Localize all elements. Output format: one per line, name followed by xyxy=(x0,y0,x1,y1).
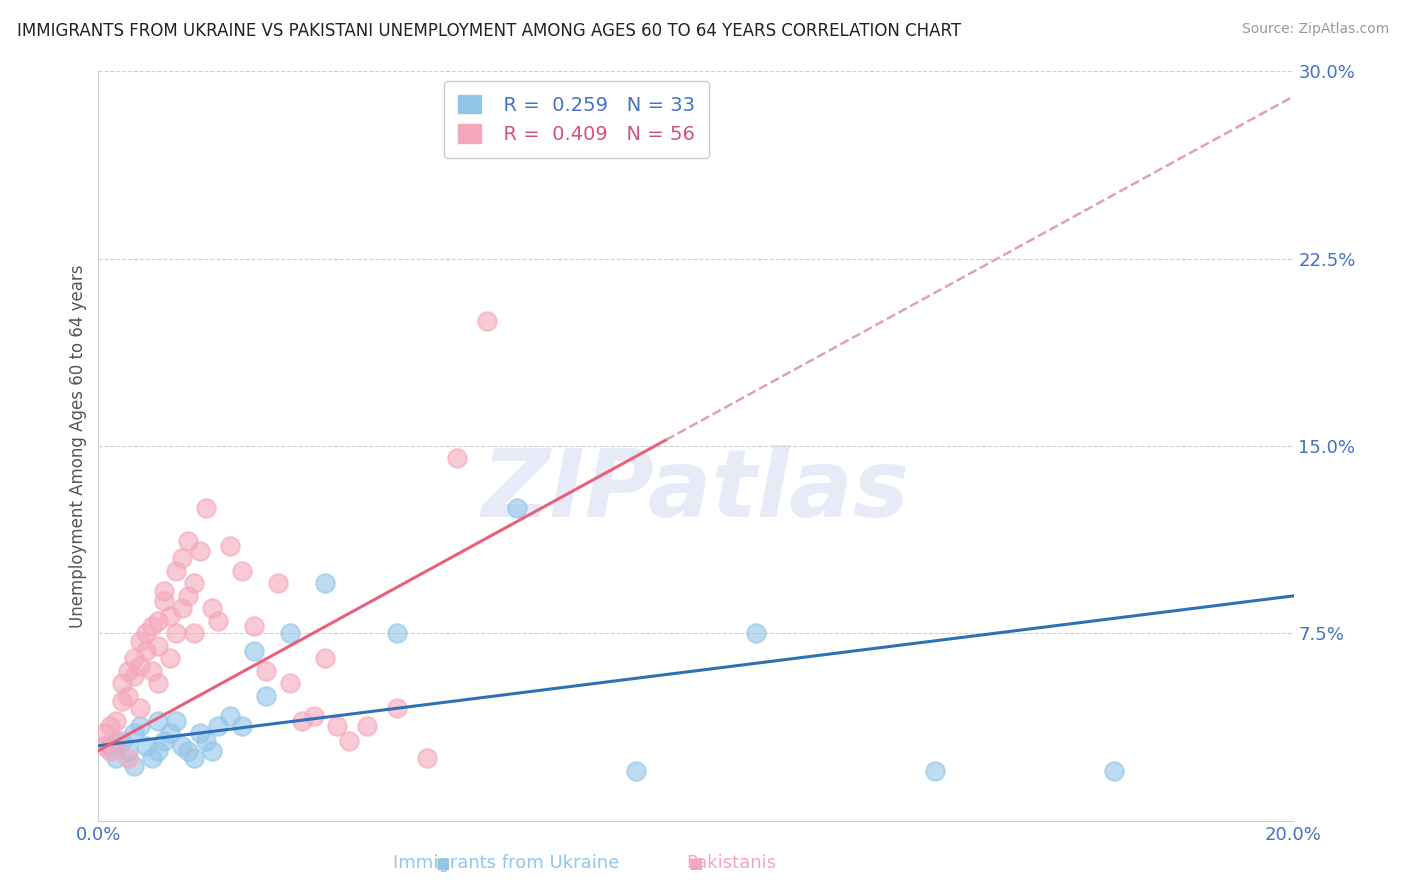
Point xyxy=(183,751,205,765)
Point xyxy=(141,664,163,678)
Point xyxy=(159,651,181,665)
Point xyxy=(172,739,194,753)
Point xyxy=(278,676,301,690)
Point xyxy=(183,626,205,640)
Text: ■: ■ xyxy=(436,856,450,871)
Point xyxy=(315,651,337,665)
Point xyxy=(385,626,409,640)
Point xyxy=(195,733,218,747)
Point xyxy=(339,733,361,747)
Point xyxy=(183,576,205,591)
Point xyxy=(141,751,163,765)
Point xyxy=(129,633,152,648)
Point xyxy=(105,714,128,728)
Point xyxy=(141,619,163,633)
Point xyxy=(177,589,200,603)
Point xyxy=(117,744,139,758)
Point xyxy=(626,764,648,778)
Point xyxy=(135,626,157,640)
Point xyxy=(129,701,152,715)
Text: ■: ■ xyxy=(689,856,703,871)
Text: ZIPatlas: ZIPatlas xyxy=(482,445,910,537)
Text: Immigrants from Ukraine: Immigrants from Ukraine xyxy=(392,855,620,872)
Point xyxy=(129,719,152,733)
Point xyxy=(416,751,439,765)
Point xyxy=(195,501,218,516)
Point xyxy=(446,451,468,466)
Point xyxy=(536,139,558,153)
Point xyxy=(93,739,115,753)
Point xyxy=(153,733,176,747)
Point xyxy=(165,714,187,728)
Point xyxy=(111,694,134,708)
Point xyxy=(267,576,290,591)
Point xyxy=(148,676,170,690)
Point xyxy=(188,726,211,740)
Point xyxy=(219,539,242,553)
Point xyxy=(326,719,349,733)
Point xyxy=(117,689,139,703)
Point xyxy=(385,701,409,715)
Text: IMMIGRANTS FROM UKRAINE VS PAKISTANI UNEMPLOYMENT AMONG AGES 60 TO 64 YEARS CORR: IMMIGRANTS FROM UKRAINE VS PAKISTANI UNE… xyxy=(17,22,960,40)
Point xyxy=(231,719,253,733)
Point xyxy=(924,764,946,778)
Point xyxy=(201,601,224,615)
Point xyxy=(219,708,242,723)
Point xyxy=(165,564,187,578)
Point xyxy=(105,751,128,765)
Point xyxy=(177,533,200,548)
Point xyxy=(254,689,277,703)
Point xyxy=(135,739,157,753)
Point xyxy=(231,564,253,578)
Point xyxy=(124,651,146,665)
Point xyxy=(148,714,170,728)
Point xyxy=(111,733,134,747)
Point xyxy=(1104,764,1126,778)
Point xyxy=(165,626,187,640)
Point xyxy=(105,733,128,747)
Point xyxy=(207,614,229,628)
Point xyxy=(188,544,211,558)
Point xyxy=(207,719,229,733)
Point xyxy=(356,719,378,733)
Point xyxy=(159,608,181,623)
Point xyxy=(124,669,146,683)
Point xyxy=(148,744,170,758)
Point xyxy=(315,576,337,591)
Point xyxy=(172,551,194,566)
Point xyxy=(124,758,146,772)
Point xyxy=(243,619,266,633)
Point xyxy=(475,314,498,328)
Point xyxy=(243,644,266,658)
Point xyxy=(98,719,122,733)
Point xyxy=(117,664,139,678)
Point xyxy=(98,739,122,753)
Text: Source: ZipAtlas.com: Source: ZipAtlas.com xyxy=(1241,22,1389,37)
Point xyxy=(135,644,157,658)
Point xyxy=(148,639,170,653)
Point xyxy=(129,658,152,673)
Point xyxy=(745,626,768,640)
Point xyxy=(159,726,181,740)
Point xyxy=(148,614,170,628)
Point xyxy=(254,664,277,678)
Y-axis label: Unemployment Among Ages 60 to 64 years: Unemployment Among Ages 60 to 64 years xyxy=(69,264,87,628)
Point xyxy=(172,601,194,615)
Point xyxy=(124,726,146,740)
Point xyxy=(93,726,115,740)
Point xyxy=(201,744,224,758)
Text: Pakistanis: Pakistanis xyxy=(686,855,776,872)
Point xyxy=(302,708,325,723)
Point xyxy=(111,676,134,690)
Point xyxy=(291,714,314,728)
Point xyxy=(153,594,176,608)
Point xyxy=(506,501,529,516)
Point xyxy=(117,751,139,765)
Point xyxy=(278,626,301,640)
Point xyxy=(177,744,200,758)
Point xyxy=(98,744,122,758)
Legend:   R =  0.259   N = 33,   R =  0.409   N = 56: R = 0.259 N = 33, R = 0.409 N = 56 xyxy=(444,81,709,158)
Point xyxy=(153,583,176,598)
